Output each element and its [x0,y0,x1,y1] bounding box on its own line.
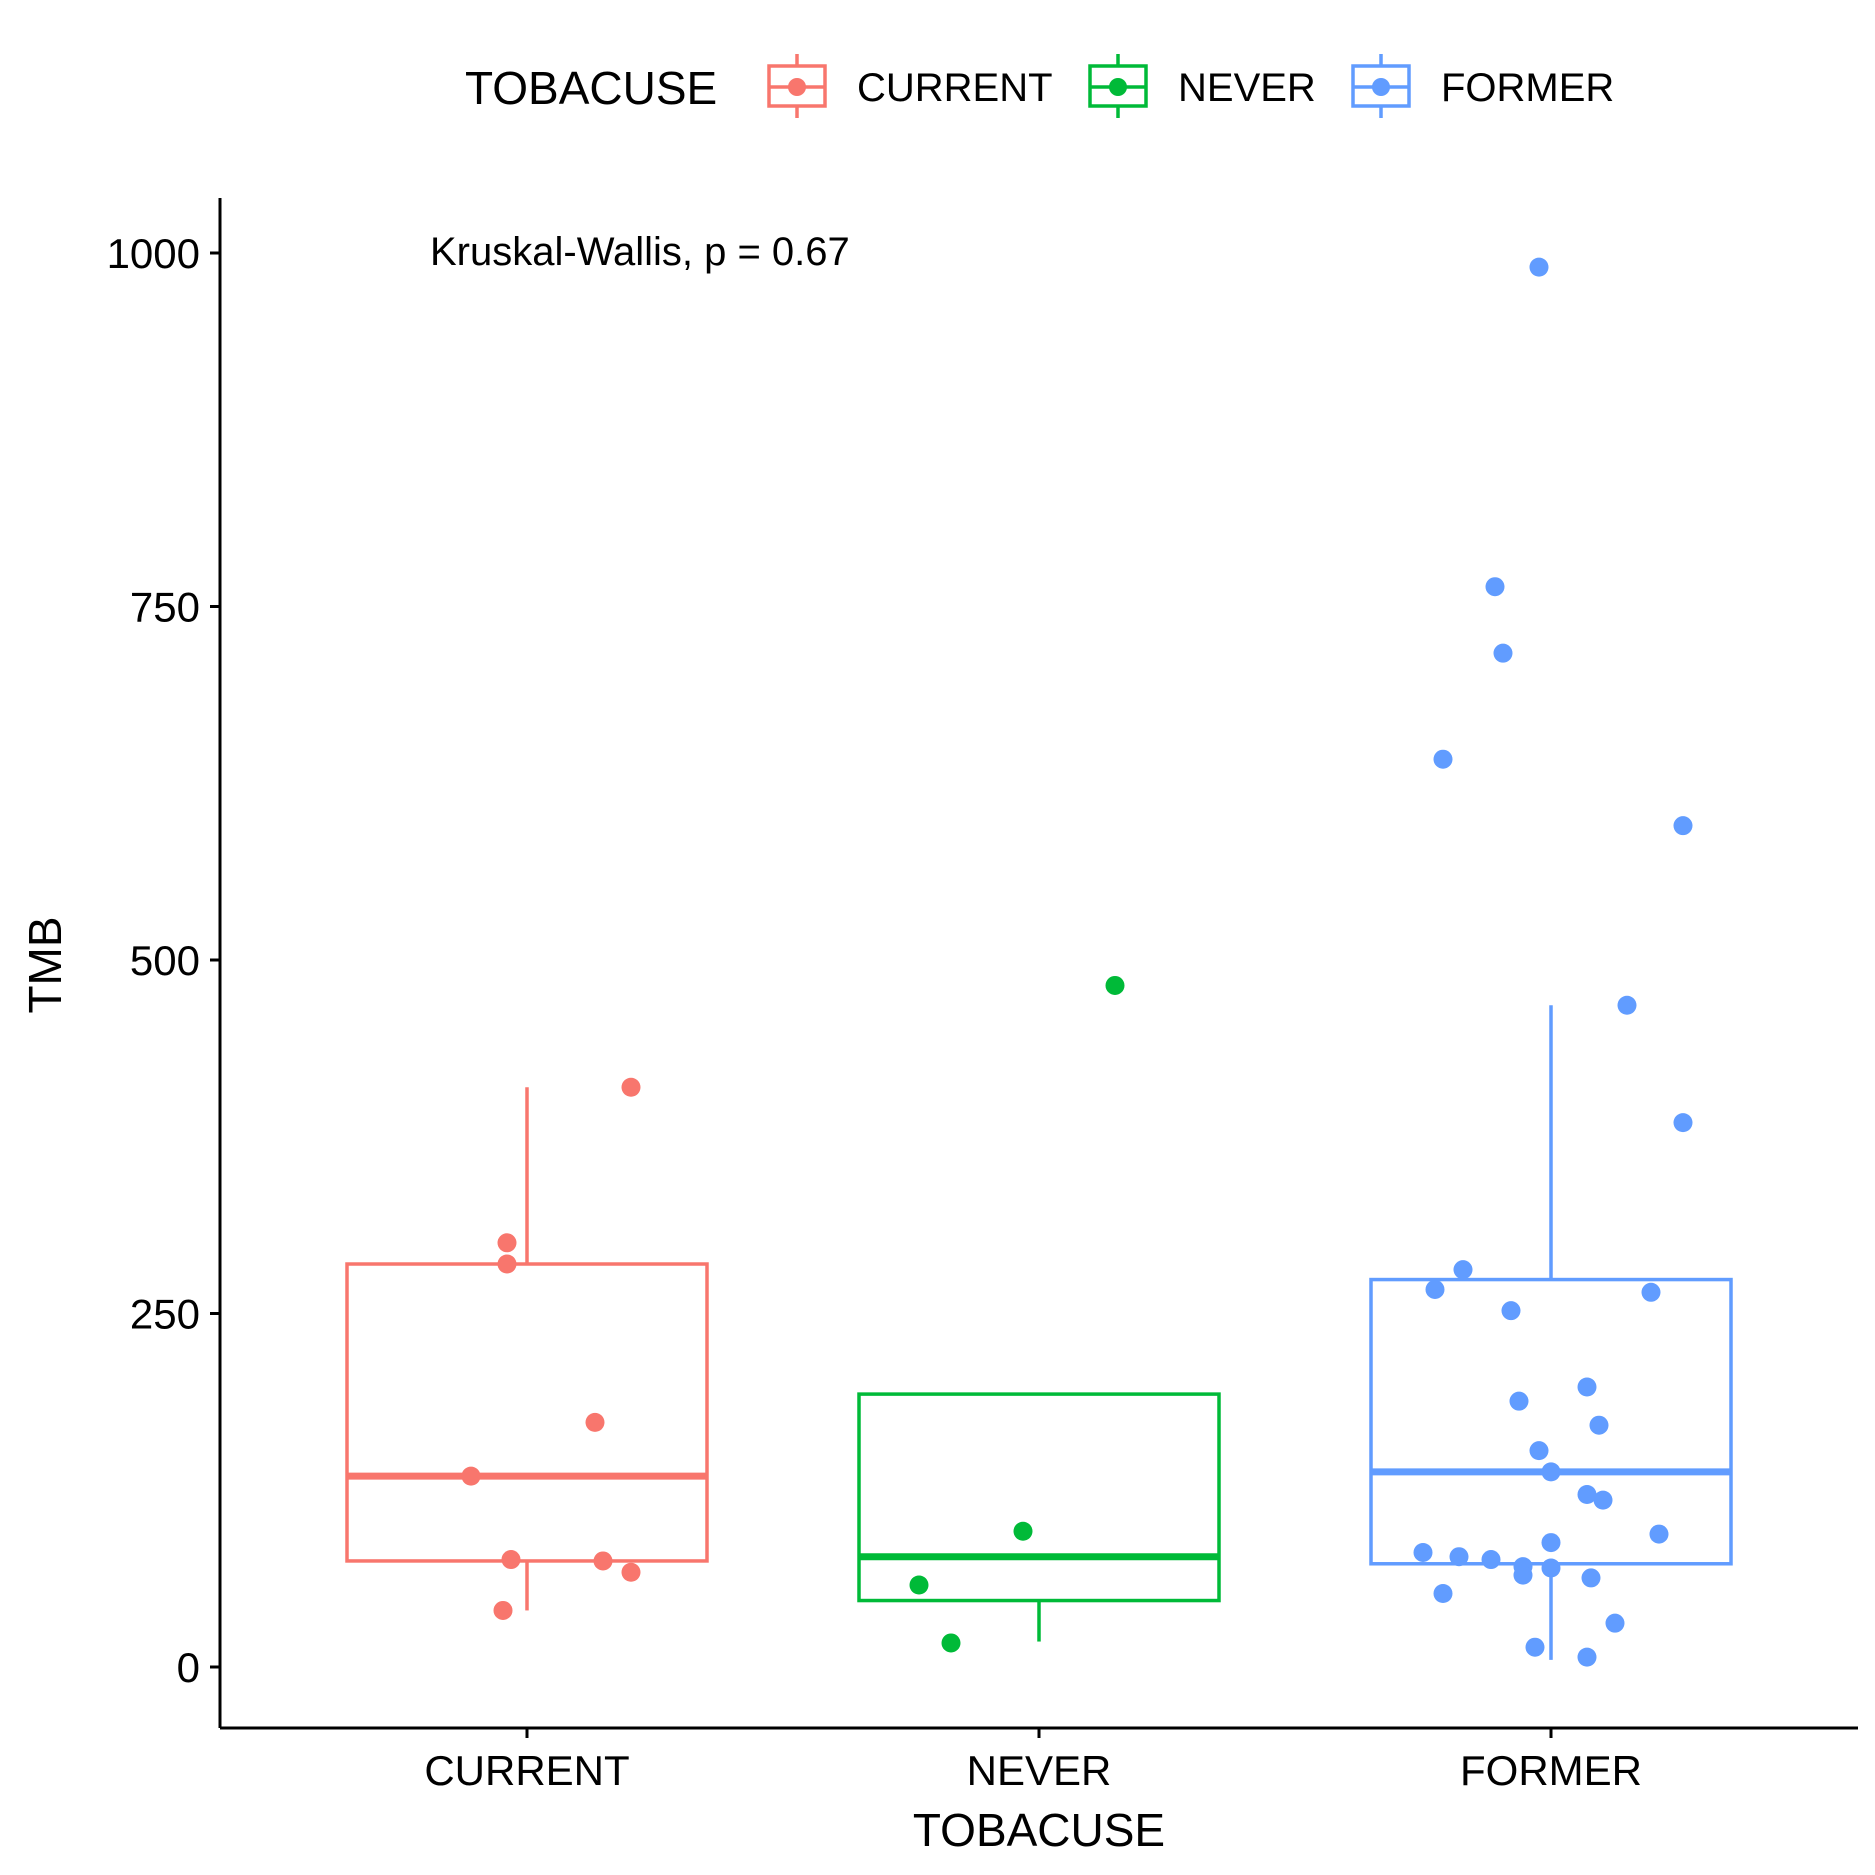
data-point [1577,1647,1597,1667]
data-point [1509,1391,1529,1411]
data-point [1513,1565,1533,1585]
data-point [1525,1637,1545,1657]
legend-key-point [1109,78,1127,96]
kruskal-wallis-annotation: Kruskal-Wallis, p = 0.67 [430,230,850,274]
data-point [1433,749,1453,769]
data-point [1581,1568,1601,1588]
iqr-box [345,1262,709,1563]
points-never [909,975,1125,1653]
data-point [1105,975,1125,995]
data-point [1577,1484,1597,1504]
data-point [1529,257,1549,277]
x-tick-label-former: FORMER [1460,1747,1642,1794]
data-point [1673,1113,1693,1133]
legend-key-point [1372,78,1390,96]
data-point [1589,1415,1609,1435]
axes: 0 250 500 750 1000 CURRENT NEVER FORMER [107,198,1858,1794]
y-tick-label: 750 [130,584,200,631]
box-never [857,1392,1221,1642]
data-point [1577,1377,1597,1397]
y-axis-title: TMB [19,916,71,1013]
data-point [501,1550,521,1570]
data-point [1529,1441,1549,1461]
data-point [941,1633,961,1653]
data-point [1541,1558,1561,1578]
legend-entry-never: NEVER [1088,54,1316,118]
data-point [1425,1279,1445,1299]
y-tick-label: 0 [177,1644,200,1691]
legend-key-point [788,78,806,96]
data-point [1649,1524,1669,1544]
data-point [497,1254,517,1274]
iqr-box [1369,1277,1733,1566]
data-point [1541,1462,1561,1482]
x-tick-label-current: CURRENT [424,1747,629,1794]
data-point [1641,1282,1661,1302]
data-point [1501,1301,1521,1321]
legend: TOBACUSE CURRENT NEVER FORMER [465,54,1614,118]
data-point [909,1575,929,1595]
data-point [1541,1533,1561,1553]
data-point [493,1600,513,1620]
data-point [1413,1542,1433,1562]
data-point [1593,1490,1613,1510]
data-point [1013,1521,1033,1541]
points-former [1413,257,1693,1667]
data-point [585,1412,605,1432]
data-point [1617,995,1637,1015]
iqr-box [857,1392,1221,1603]
data-point [497,1233,517,1253]
data-point [1453,1260,1473,1280]
legend-label: FORMER [1441,66,1614,110]
legend-entry-former: FORMER [1351,54,1614,118]
data-point [621,1077,641,1097]
box-current [345,1087,709,1611]
x-tick-label-never: NEVER [967,1747,1112,1794]
legend-entry-current: CURRENT [767,54,1053,118]
legend-label: NEVER [1178,66,1316,110]
y-tick-label: 1000 [107,230,200,277]
data-point [461,1466,481,1486]
y-tick-label: 500 [130,937,200,984]
data-point [1493,643,1513,663]
legend-label: CURRENT [857,66,1053,110]
data-point [1449,1547,1469,1567]
y-tick-label: 250 [130,1291,200,1338]
data-point [1481,1550,1501,1570]
data-point [1485,577,1505,597]
legend-title: TOBACUSE [465,62,717,114]
data-point [1433,1583,1453,1603]
x-axis-title: TOBACUSE [913,1804,1165,1856]
data-point [1673,816,1693,836]
data-point [593,1551,613,1571]
points-current [461,1077,641,1620]
data-point [621,1562,641,1582]
data-point [1605,1613,1625,1633]
